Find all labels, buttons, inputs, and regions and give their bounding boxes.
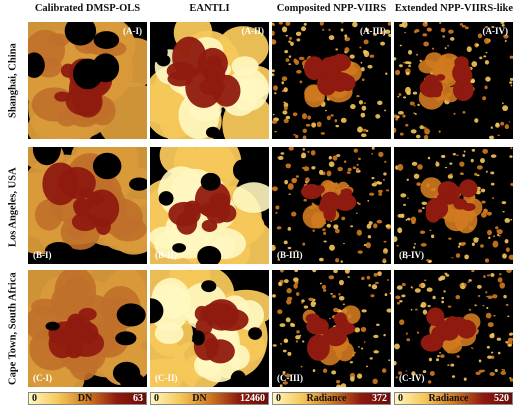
map-image <box>272 270 391 387</box>
colorbar-max: 63 <box>132 393 143 404</box>
map-image <box>28 147 147 264</box>
map-panel: (B-I) <box>28 147 147 264</box>
colorbar-dmsp: 0 DN 63 <box>28 392 147 405</box>
colorbar-unit: DN <box>192 393 207 404</box>
map-panel: (C-III) <box>272 270 391 387</box>
map-image <box>394 270 513 387</box>
map-panel: (A-IV) <box>394 22 513 139</box>
colorbar-npp-viirs-like: 0 Radiance 520 <box>394 392 513 405</box>
map-panel: (B-III) <box>272 147 391 264</box>
row-header-cape-town: Cape Town, South Africa <box>7 272 19 386</box>
map-panel: (B-IV) <box>394 147 513 264</box>
map-panel: (C-II) <box>150 270 269 387</box>
map-panel: (C-IV) <box>394 270 513 387</box>
map-image <box>394 22 513 139</box>
row-header-shanghai: Shanghai, China <box>7 43 19 118</box>
map-image <box>150 22 269 139</box>
colorbar-min: 0 <box>276 393 281 404</box>
colorbar-min: 0 <box>154 393 159 404</box>
column-header-npp-viirs: Composited NPP-VIIRS <box>276 3 387 14</box>
colorbar-unit: Radiance <box>428 393 469 404</box>
colorbar-min: 0 <box>32 393 37 404</box>
map-image <box>150 270 269 387</box>
colorbar-max: 12460 <box>239 393 265 404</box>
map-panel: (B-II) <box>150 147 269 264</box>
map-image <box>394 147 513 264</box>
column-header-npp-viirs-like: Extended NPP-VIIRS-like <box>394 3 514 14</box>
column-header-dmsp: Calibrated DMSP-OLS <box>34 3 141 14</box>
colorbar-min: 0 <box>398 393 403 404</box>
map-panel: (A-I) <box>28 22 147 139</box>
map-panel: (A-II) <box>150 22 269 139</box>
map-image <box>28 270 147 387</box>
map-image <box>272 147 391 264</box>
map-image <box>272 22 391 139</box>
colorbar-unit: Radiance <box>306 393 347 404</box>
map-image <box>150 147 269 264</box>
colorbar-max: 372 <box>372 393 387 404</box>
map-image <box>28 22 147 139</box>
colorbar-max: 520 <box>494 393 509 404</box>
colorbar-eantli: 0 DN 12460 <box>150 392 269 405</box>
map-panel: (A-III) <box>272 22 391 139</box>
row-header-los-angeles: Los Angeles, USA <box>7 167 19 247</box>
colorbar-npp-viirs: 0 Radiance 372 <box>272 392 391 405</box>
column-header-eantli: EANTLI <box>189 3 230 14</box>
map-panel: (C-I) <box>28 270 147 387</box>
colorbar-unit: DN <box>77 393 93 404</box>
